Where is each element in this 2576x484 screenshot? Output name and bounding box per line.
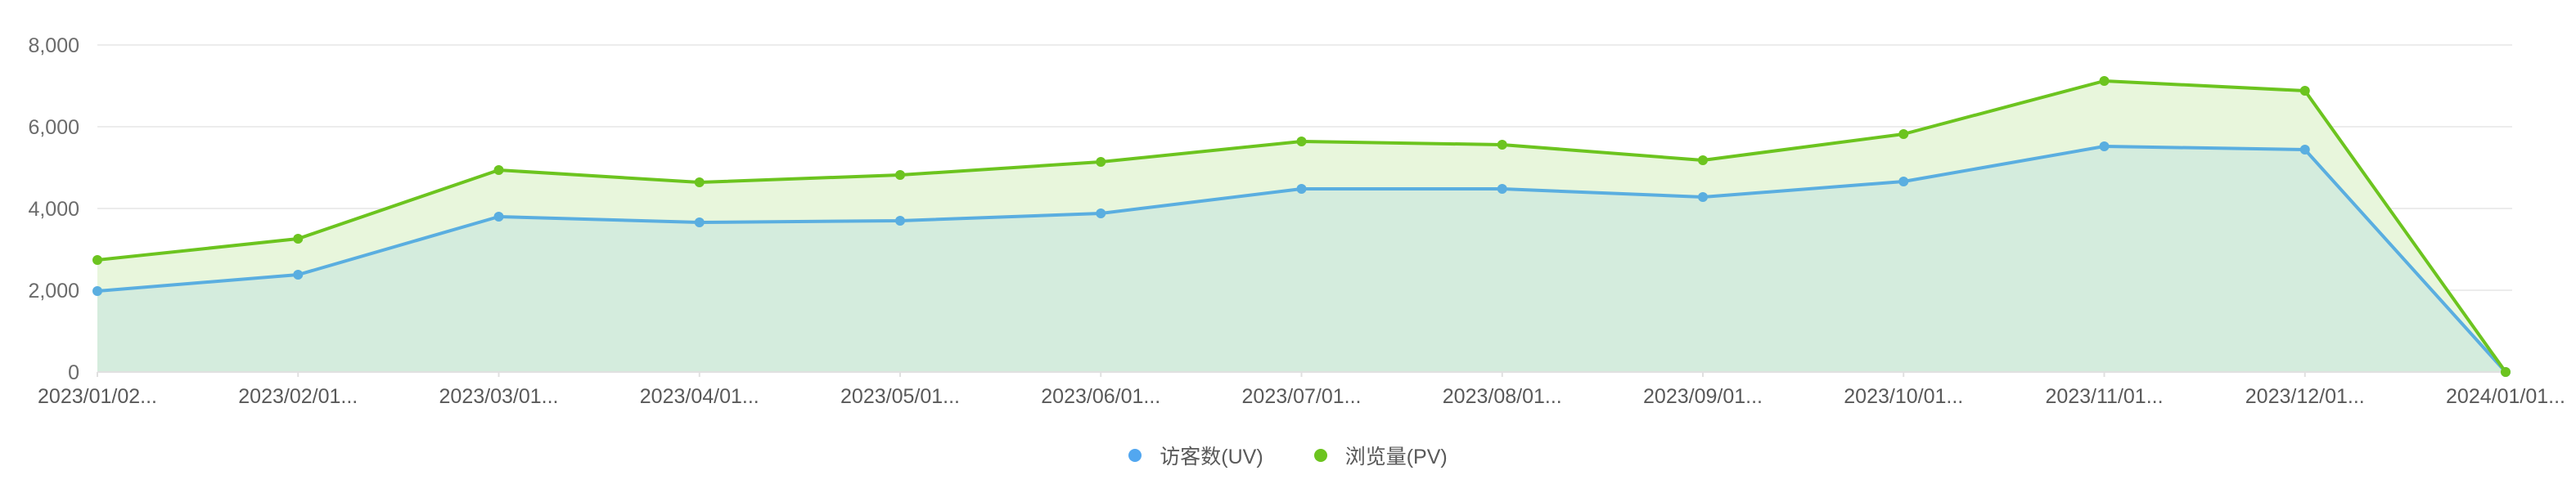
data-point[interactable] <box>92 255 102 265</box>
data-point[interactable] <box>293 270 304 280</box>
data-point[interactable] <box>1698 155 1708 165</box>
legend-label: 访客数(UV) <box>1160 446 1263 468</box>
data-point[interactable] <box>2099 76 2110 86</box>
x-tick-label: 2023/10/01... <box>1844 385 1963 408</box>
y-axis: 0 2,000 4,000 6,000 8,000 <box>28 34 79 384</box>
y-tick-label: 6,000 <box>28 116 79 139</box>
data-point[interactable] <box>895 216 905 226</box>
legend: 访客数(UV) 浏览量(PV) <box>0 437 2576 474</box>
data-point[interactable] <box>1698 192 1708 202</box>
x-tick-label: 2023/02/01... <box>238 385 358 408</box>
x-tick-label: 2023/08/01... <box>1443 385 1562 408</box>
series-points[interactable] <box>92 76 2511 377</box>
x-tick-label: 2023/09/01... <box>1643 385 1763 408</box>
x-tick-label: 2023/12/01... <box>2245 385 2365 408</box>
legend-item-pv[interactable]: 浏览量(PV) <box>1313 441 1448 470</box>
x-tick-label: 2023/04/01... <box>640 385 759 408</box>
data-point[interactable] <box>1497 140 1507 150</box>
x-tick-label: 2023/11/01... <box>2045 385 2163 408</box>
x-tick-label: 2023/03/01... <box>439 385 559 408</box>
data-point[interactable] <box>2299 145 2310 155</box>
data-point[interactable] <box>493 212 504 222</box>
y-tick-label: 2,000 <box>28 280 79 302</box>
data-point[interactable] <box>694 217 705 227</box>
data-point[interactable] <box>1497 184 1507 194</box>
data-point[interactable] <box>2099 141 2110 151</box>
data-point[interactable] <box>1296 137 1307 146</box>
data-point[interactable] <box>493 165 504 175</box>
data-point[interactable] <box>2299 86 2310 96</box>
legend-label: 浏览量(PV) <box>1344 446 1448 468</box>
x-tick-label: 2023/05/01... <box>840 385 960 408</box>
data-point[interactable] <box>1096 157 1106 167</box>
data-point[interactable] <box>694 177 705 187</box>
data-point[interactable] <box>1898 129 1909 139</box>
area-uv <box>97 146 2506 372</box>
y-tick-label: 8,000 <box>28 34 79 57</box>
data-point[interactable] <box>1296 184 1307 194</box>
y-tick-label: 0 <box>68 361 79 384</box>
data-point[interactable] <box>1898 177 1909 186</box>
x-axis: 2023/01/02... 2023/02/01... 2023/03/01... 2… <box>38 371 2565 408</box>
x-tick-label: 2023/01/02... <box>38 385 157 408</box>
x-tick-label: 2024/01/01... <box>2446 385 2565 408</box>
data-point[interactable] <box>92 286 102 296</box>
data-point[interactable] <box>293 234 304 244</box>
legend-item-uv[interactable]: 访客数(UV) <box>1128 441 1263 470</box>
legend-dot-icon <box>1313 449 1327 462</box>
data-point[interactable] <box>1096 208 1106 218</box>
x-tick-label: 2023/06/01... <box>1041 385 1160 408</box>
data-point[interactable] <box>2501 367 2511 377</box>
y-tick-label: 4,000 <box>28 198 79 221</box>
legend-dot-icon <box>1128 449 1142 462</box>
series-areas <box>97 81 2506 372</box>
data-point[interactable] <box>895 170 905 180</box>
x-tick-label: 2023/07/01... <box>1242 385 1362 408</box>
